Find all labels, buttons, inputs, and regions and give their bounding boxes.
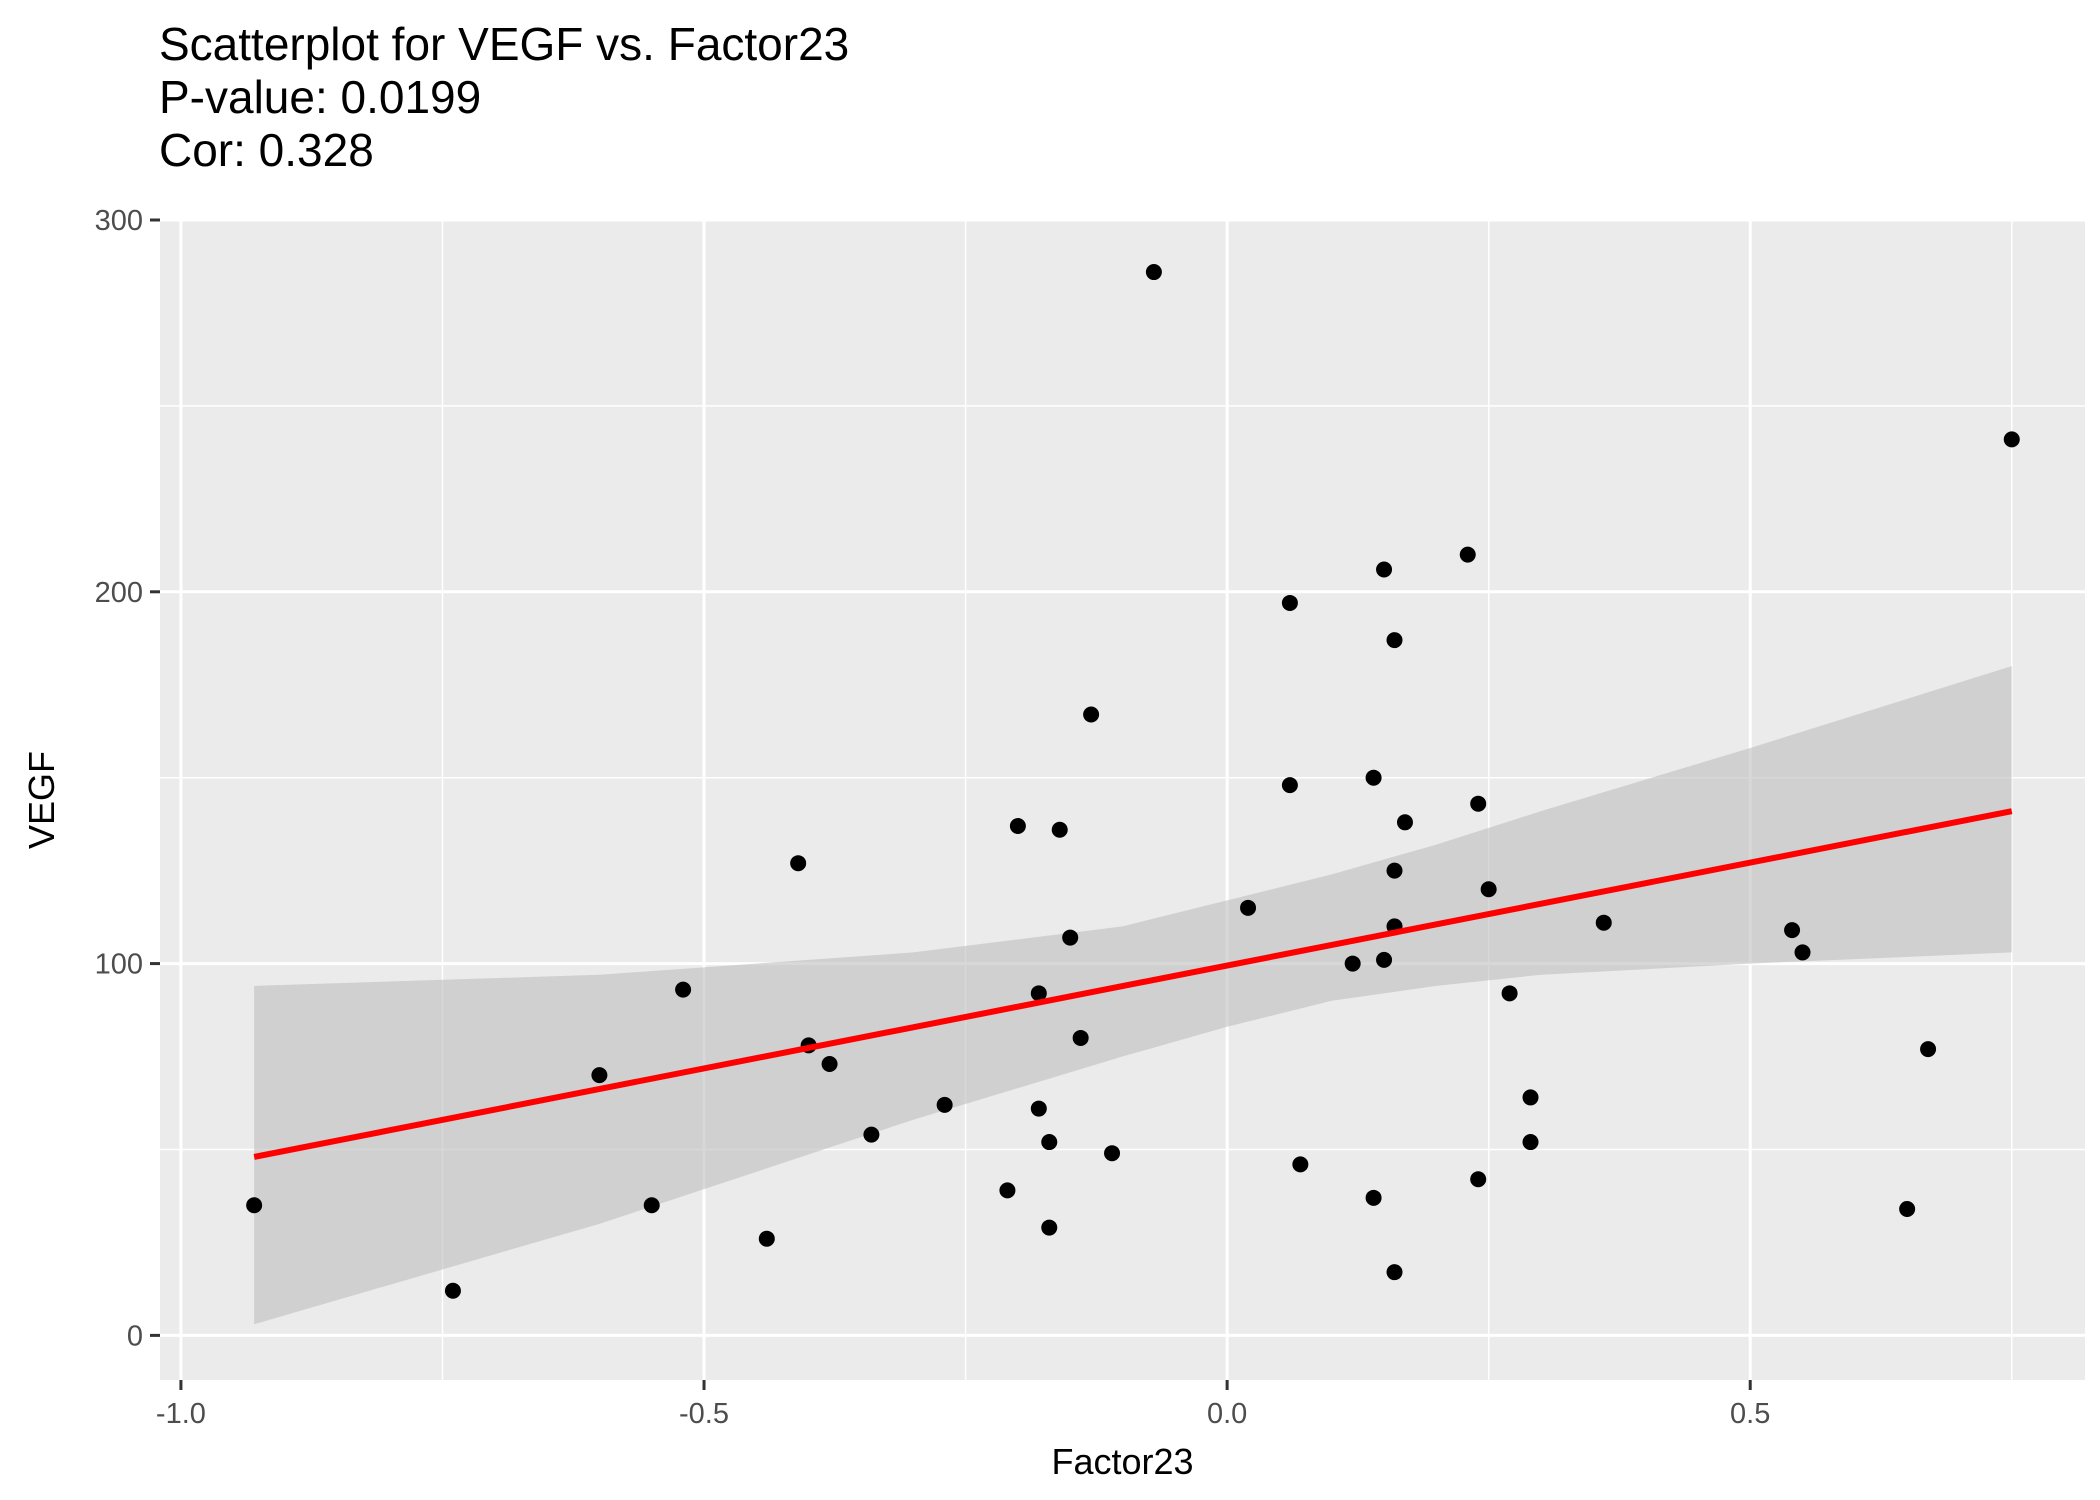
data-point [1480,881,1497,898]
data-point [1365,769,1382,786]
data-point [1522,1089,1539,1106]
data-point [643,1197,660,1214]
data-point [1072,1029,1089,1046]
chart-title: Scatterplot for VEGF vs. Factor23 [159,18,850,70]
data-point [1030,1100,1047,1117]
y-tick-label: 200 [95,577,143,609]
title-block: Scatterplot for VEGF vs. Factor23 P-valu… [159,18,849,177]
data-point [1522,1134,1539,1151]
data-point [1470,795,1487,812]
data-point [591,1067,608,1084]
data-point [1386,632,1403,649]
data-point [863,1126,880,1143]
data-point [1062,929,1079,946]
data-points [246,264,2020,1299]
confidence-band [254,666,2012,1325]
y-tick-label: 100 [95,949,143,981]
data-point [1470,1171,1487,1188]
y-tick-label: 0 [127,1320,143,1352]
data-point [1083,706,1100,723]
data-point [1009,818,1026,835]
y-axis: 0 100 200 300 [95,205,160,1352]
x-axis: -1.0 -0.5 0.0 0.5 [156,1380,1770,1430]
x-tick-label: -1.0 [156,1398,206,1430]
data-point [1051,821,1068,838]
data-point [758,1230,775,1247]
data-point [1145,264,1162,281]
data-point [1041,1134,1058,1151]
data-point [1281,594,1298,611]
data-point [1784,922,1801,939]
data-point [1376,561,1393,578]
data-point [444,1282,461,1299]
data-point [1292,1156,1309,1173]
data-point [1386,1264,1403,1281]
chart-subtitle-pvalue: P-value: 0.0199 [159,71,482,123]
chart-subtitle-cor: Cor: 0.328 [159,124,374,176]
data-point [1396,814,1413,831]
data-point [1899,1200,1916,1217]
data-point [1376,951,1393,968]
data-point [1104,1145,1121,1162]
x-tick-label: 0.5 [1730,1398,1770,1430]
data-point [1459,546,1476,563]
data-point [675,981,692,998]
regression-line [253,808,2013,1160]
data-point [1595,914,1612,931]
x-tick-label: -0.5 [679,1398,729,1430]
data-point [246,1197,263,1214]
data-point [1344,955,1361,972]
data-point [1386,862,1403,879]
data-point [1041,1219,1058,1236]
y-axis-title: VEGF [21,751,62,849]
data-point [1920,1041,1937,1058]
data-point [1794,944,1811,961]
data-point [1240,899,1257,916]
data-point [821,1055,838,1072]
data-point [1501,985,1518,1002]
data-point [936,1096,953,1113]
data-point [1281,777,1298,794]
data-point [790,855,807,872]
x-tick-label: 0.0 [1207,1398,1247,1430]
x-axis-title: Factor23 [1051,1441,1193,1482]
y-tick-label: 300 [95,205,143,237]
data-point [999,1182,1016,1199]
data-point [1030,985,1047,1002]
data-point [2003,431,2020,448]
data-point [1365,1189,1382,1206]
